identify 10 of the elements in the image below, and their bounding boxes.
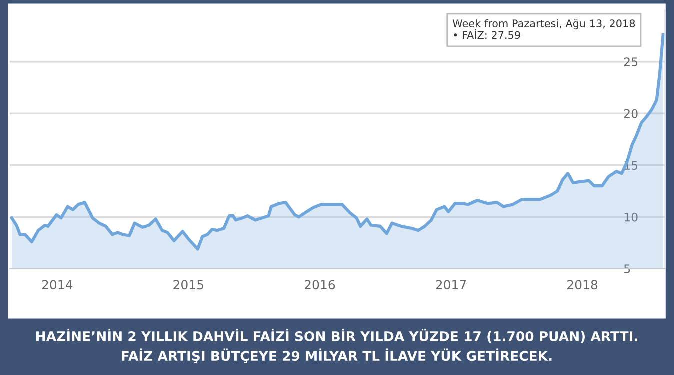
text: HAZİNE’NİN 2 YILLIK DAHVİL FAİZİ SON BİR YILDA YÜZDE 17 (1.700 PUAN) ARTTI. FAİZ ARTIŞI BÜTÇEYE 29 MİLYAR TL İLAVE YÜK GETİRECEK. xyxy=(36,329,638,364)
annotation: Week from Pazartesi, Ağu 13, 2018 • FAİZ: 27.59 xyxy=(452,19,636,40)
x-tick-label: 2018 xyxy=(568,280,598,290)
x-tick-label: 2017 xyxy=(436,280,466,290)
x-tick-label: 2015 xyxy=(174,280,204,290)
x-tick-label: 2016 xyxy=(304,280,336,290)
x-tick-label: 2014 xyxy=(42,280,73,290)
y-tick-label: 20 xyxy=(624,109,638,118)
y-tick-label: 10 xyxy=(624,212,638,222)
y-tick-label: 25 xyxy=(624,58,638,67)
